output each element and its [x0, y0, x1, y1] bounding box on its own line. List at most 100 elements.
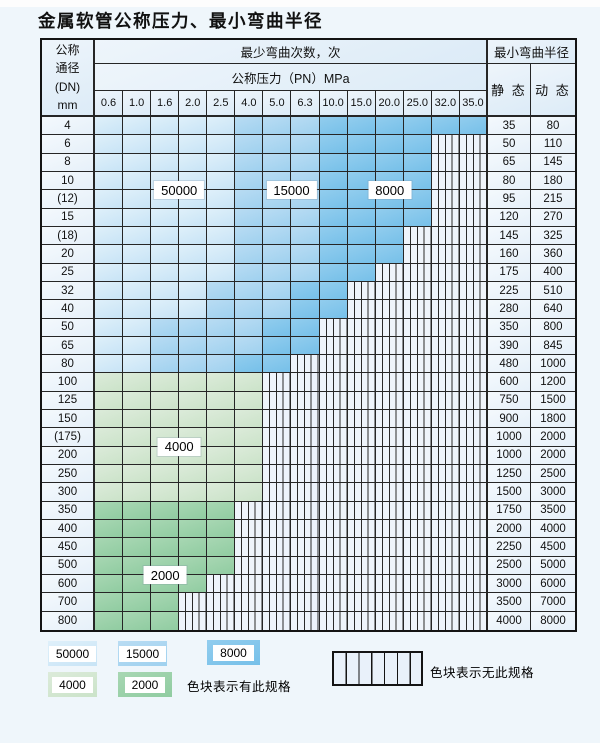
- bend-cycle-cell: [459, 245, 488, 264]
- bend-cycle-cell: [403, 611, 432, 630]
- bend-cycle-cell: [319, 593, 348, 612]
- bend-cycle-cell: [459, 355, 488, 374]
- bend-cycle-cell: [291, 410, 320, 429]
- bend-cycle-cell: [319, 318, 348, 337]
- bend-cycle-cell: [459, 281, 488, 301]
- static-value-cell: 1000: [487, 446, 531, 466]
- bend-cycle-cell: [123, 446, 152, 466]
- bend-cycle-cell: [375, 135, 404, 154]
- bend-cycle-cell: [95, 520, 124, 539]
- bend-cycle-cell: [207, 501, 236, 521]
- bend-cycle-cell: [95, 538, 124, 557]
- bend-cycle-cell: [151, 208, 180, 227]
- bend-cycle-cell: [235, 208, 264, 227]
- bend-cycle-cell: [151, 593, 180, 612]
- bend-cycle-cell: [375, 538, 404, 557]
- bend-cycle-cell: [123, 153, 152, 172]
- pressure-header-cell: 0.6: [95, 91, 124, 117]
- dn-cell: (175): [42, 428, 95, 447]
- bend-cycle-cell: [207, 263, 236, 282]
- bend-cycle-cell: [207, 336, 236, 356]
- bend-cycle-cell: [319, 226, 348, 246]
- bend-cycle-cell: [431, 520, 460, 539]
- bend-cycle-cell: [123, 593, 152, 612]
- bend-cycle-cell: [235, 575, 264, 594]
- bend-cycle-cell: [207, 226, 236, 246]
- dynamic-value-cell: 1000: [530, 355, 575, 374]
- bend-cycle-cell: [403, 135, 432, 154]
- bend-cycle-cell: [123, 355, 152, 374]
- dn-cell: 100: [42, 373, 95, 392]
- bend-cycle-cell: [95, 575, 124, 594]
- bend-cycle-cell: [347, 300, 376, 319]
- bend-cycle-cell: [179, 245, 208, 264]
- bend-cycle-cell: [179, 153, 208, 172]
- bend-cycle-cell: [319, 135, 348, 154]
- dynamic-value-cell: 8000: [530, 611, 575, 630]
- static-value-cell: 900: [487, 410, 531, 429]
- header-dn-line4: mm: [57, 97, 78, 112]
- bend-cycle-cell: [95, 336, 124, 356]
- bend-cycle-cell: [179, 483, 208, 502]
- bend-cycle-cell: [319, 373, 348, 392]
- dynamic-value-cell: 640: [530, 300, 575, 319]
- header-dynamic: 动 态: [530, 64, 575, 117]
- dn-cell: 15: [42, 208, 95, 227]
- bend-cycle-cell: [459, 373, 488, 392]
- bend-cycle-cell: [459, 135, 488, 154]
- header-dn-line3: (DN): [54, 79, 81, 94]
- bend-cycle-cell: [375, 226, 404, 246]
- bend-cycle-cell: [179, 593, 208, 612]
- pressure-header-cell: 35.0: [459, 91, 488, 117]
- bend-cycle-cell: [375, 428, 404, 447]
- bend-cycle-cell: [459, 226, 488, 246]
- bend-cycle-cell: [263, 428, 292, 447]
- bend-cycle-cell: [291, 153, 320, 172]
- bend-cycle-cell: [235, 135, 264, 154]
- bend-cycle-cell: [375, 153, 404, 172]
- bend-cycle-cell: [123, 300, 152, 319]
- bend-cycle-cell: [179, 135, 208, 154]
- bend-cycle-cell: [263, 263, 292, 282]
- bend-cycle-cell: [291, 556, 320, 576]
- bend-cycle-cell: [459, 446, 488, 466]
- static-value-cell: 480: [487, 355, 531, 374]
- dynamic-value-cell: 6000: [530, 575, 575, 594]
- bend-cycle-cell: [403, 556, 432, 576]
- bend-cycle-cell: [403, 446, 432, 466]
- bend-cycle-cell: [403, 117, 432, 136]
- bend-cycle-cell: [235, 117, 264, 136]
- dynamic-value-cell: 360: [530, 245, 575, 264]
- bend-cycle-cell: [179, 336, 208, 356]
- dn-cell: 125: [42, 391, 95, 411]
- bend-cycle-cell: [291, 117, 320, 136]
- dynamic-value-cell: 7000: [530, 593, 575, 612]
- bend-cycle-cell: [319, 465, 348, 484]
- bend-cycle-cell: [431, 171, 460, 191]
- bend-cycle-cell: [151, 373, 180, 392]
- legend-swatch-value: 8000: [213, 644, 254, 661]
- bend-cycle-cell: [347, 355, 376, 374]
- bend-cycle-cell: [291, 281, 320, 301]
- bend-cycle-cell: [207, 281, 236, 301]
- bend-cycle-cell: [263, 226, 292, 246]
- bend-cycle-cell: [459, 465, 488, 484]
- bend-cycle-cell: [95, 465, 124, 484]
- bend-cycle-cell: [347, 153, 376, 172]
- dynamic-value-cell: 145: [530, 153, 575, 172]
- dn-cell: 400: [42, 520, 95, 539]
- legend-swatch-50000: 50000: [48, 641, 97, 666]
- bend-cycle-cell: [95, 446, 124, 466]
- bend-cycle-cell: [347, 520, 376, 539]
- bend-cycle-cell: [151, 281, 180, 301]
- bend-cycle-cell: [431, 428, 460, 447]
- bend-cycle-cell: [235, 355, 264, 374]
- bend-cycle-cell: [291, 501, 320, 521]
- bend-cycle-cell: [95, 226, 124, 246]
- bend-cycle-cell: [403, 593, 432, 612]
- bend-cycle-cell: [123, 410, 152, 429]
- bend-cycle-cell: [319, 575, 348, 594]
- bend-cycle-cell: [123, 135, 152, 154]
- dn-cell: 4: [42, 117, 95, 136]
- bend-cycle-cell: [123, 483, 152, 502]
